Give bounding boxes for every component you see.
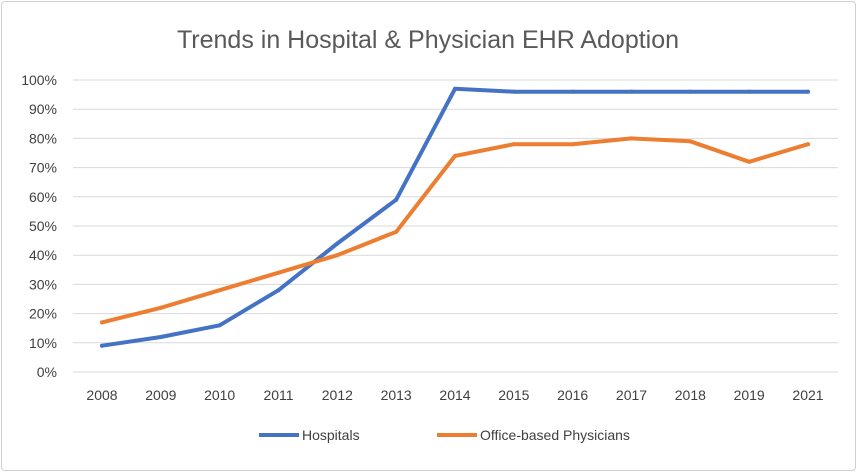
data-point bbox=[453, 86, 457, 91]
x-tick-label: 2021 bbox=[792, 387, 823, 403]
data-point bbox=[335, 253, 340, 258]
x-tick-label: 2013 bbox=[381, 387, 412, 403]
legend-label: Hospitals bbox=[302, 427, 360, 443]
y-tick-label: 90% bbox=[29, 101, 57, 117]
data-point bbox=[158, 334, 163, 339]
data-point bbox=[570, 142, 575, 147]
series-0 bbox=[100, 86, 810, 348]
data-point bbox=[511, 142, 516, 147]
data-point bbox=[806, 142, 810, 147]
data-point bbox=[100, 343, 104, 348]
y-tick-label: 40% bbox=[29, 247, 57, 263]
data-point bbox=[688, 89, 693, 94]
x-tick-label: 2018 bbox=[675, 387, 706, 403]
y-tick-label: 30% bbox=[29, 276, 57, 292]
y-tick-label: 80% bbox=[29, 130, 57, 146]
legend: Hospitals Office-based Physicians bbox=[259, 427, 630, 443]
data-point bbox=[335, 241, 340, 246]
x-tick-label: 2009 bbox=[145, 387, 176, 403]
x-tick-label: 2019 bbox=[734, 387, 765, 403]
y-tick-label: 60% bbox=[29, 189, 57, 205]
data-point bbox=[217, 323, 222, 328]
x-axis-ticks: 2008 2009 2010 2011 2012 2013 2014 2015 2016 2017… bbox=[86, 387, 823, 403]
x-tick-label: 2014 bbox=[439, 387, 470, 403]
series-line bbox=[100, 86, 810, 348]
x-tick-label: 2011 bbox=[263, 387, 293, 403]
data-point bbox=[100, 320, 104, 325]
legend-item: Hospitals bbox=[259, 427, 360, 443]
data-point bbox=[570, 89, 575, 94]
x-tick-label: 2015 bbox=[498, 387, 529, 403]
y-tick-label: 50% bbox=[29, 218, 57, 234]
chart-title: Trends in Hospital & Physician EHR Adopt… bbox=[177, 26, 679, 54]
series-lines bbox=[100, 86, 810, 348]
data-point bbox=[806, 89, 810, 94]
x-tick-label: 2012 bbox=[322, 387, 353, 403]
data-point bbox=[747, 159, 752, 164]
data-point bbox=[629, 136, 634, 141]
y-tick-label: 0% bbox=[37, 364, 57, 380]
y-axis-ticks: 0% 10% 20% 30% 40% 50% 60% 70% 80% 90% 100% bbox=[21, 72, 57, 380]
x-tick-label: 2010 bbox=[204, 387, 235, 403]
data-point bbox=[453, 153, 457, 158]
y-tick-label: 20% bbox=[29, 306, 57, 322]
data-point bbox=[217, 288, 222, 293]
legend-label: Office-based Physicians bbox=[480, 427, 630, 443]
series-1 bbox=[100, 136, 810, 325]
series-line bbox=[100, 136, 810, 325]
data-point bbox=[276, 288, 281, 293]
x-tick-label: 2008 bbox=[86, 387, 117, 403]
data-point bbox=[688, 139, 693, 144]
data-point bbox=[747, 89, 752, 94]
data-point bbox=[276, 270, 281, 275]
data-point bbox=[394, 229, 399, 234]
x-tick-label: 2017 bbox=[616, 387, 647, 403]
data-point bbox=[158, 305, 163, 310]
data-point bbox=[629, 89, 634, 94]
y-tick-label: 100% bbox=[21, 72, 57, 88]
x-tick-label: 2016 bbox=[557, 387, 588, 403]
legend-item: Office-based Physicians bbox=[437, 427, 630, 443]
y-tick-label: 70% bbox=[29, 160, 57, 176]
y-tick-label: 10% bbox=[29, 335, 57, 351]
data-point bbox=[394, 197, 399, 202]
data-point bbox=[511, 89, 516, 94]
gridlines bbox=[73, 79, 838, 373]
